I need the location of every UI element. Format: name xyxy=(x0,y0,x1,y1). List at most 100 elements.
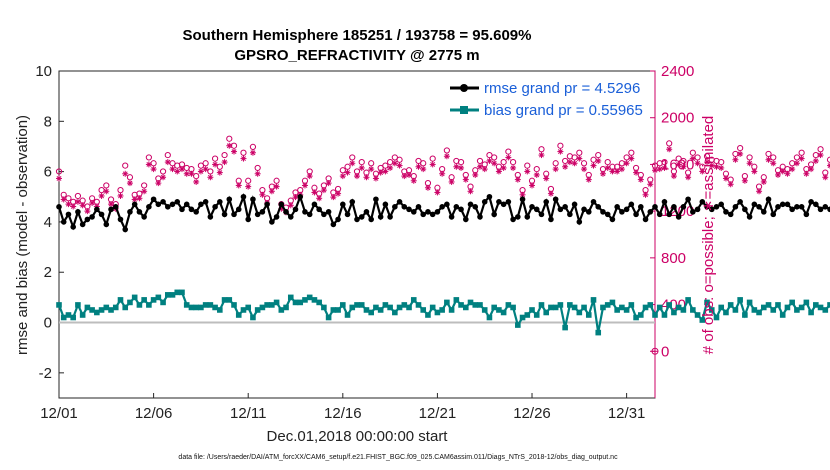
bias-point xyxy=(358,302,365,308)
rmse-point xyxy=(505,199,512,205)
rmse-point xyxy=(708,206,715,213)
bias-point xyxy=(798,304,805,311)
bias-point xyxy=(94,309,100,316)
possible-obs-point xyxy=(415,157,422,165)
assimilated-obs-point xyxy=(387,164,394,171)
assimilated-obs-point xyxy=(689,155,696,162)
assimilated-obs-point xyxy=(633,169,640,176)
assimilated-obs-point xyxy=(226,142,233,149)
rmse-point xyxy=(278,201,285,208)
assimilated-obs-point xyxy=(571,160,578,167)
assimilated-obs-point xyxy=(647,181,654,188)
bias-point xyxy=(680,307,687,313)
rmse-point xyxy=(429,211,436,218)
possible-obs-point xyxy=(245,177,252,184)
assimilated-obs-point xyxy=(694,160,701,167)
rmse-point xyxy=(609,216,616,223)
possible-obs-point xyxy=(524,162,531,169)
bias-point xyxy=(656,304,663,311)
bias-point xyxy=(699,317,706,323)
possible-obs-point xyxy=(538,146,545,153)
assimilated-obs-point xyxy=(793,160,800,167)
bias-point xyxy=(65,312,72,318)
assimilated-obs-point xyxy=(439,170,446,177)
rmse-point xyxy=(401,204,408,210)
bias-point xyxy=(79,312,86,318)
bias-point xyxy=(623,307,630,313)
bias-point xyxy=(481,307,488,313)
rmse-point xyxy=(84,216,91,223)
assimilated-obs-point xyxy=(609,168,616,175)
assimilated-obs-point xyxy=(231,148,238,155)
rmse-point xyxy=(150,196,157,203)
bias-point xyxy=(316,299,322,306)
bias-point xyxy=(789,299,795,306)
bias-point xyxy=(713,314,720,321)
rmse-point xyxy=(358,214,365,220)
rmse-point xyxy=(751,201,758,208)
rmse-point xyxy=(103,221,110,228)
bias-point xyxy=(392,309,398,316)
bias-point xyxy=(718,304,725,311)
possible-obs-point xyxy=(197,162,205,169)
rmse-point xyxy=(98,211,105,218)
possible-obs-point xyxy=(746,154,753,161)
assimilated-obs-point xyxy=(188,170,195,177)
bias-point xyxy=(600,304,606,311)
bias-point xyxy=(548,304,554,311)
rmse-point xyxy=(406,206,412,213)
assimilated-obs-point xyxy=(287,202,294,209)
rmse-point xyxy=(538,211,545,218)
rmse-point xyxy=(240,193,247,200)
assimilated-obs-point xyxy=(500,164,507,171)
rmse-point xyxy=(306,211,313,218)
rmse-point xyxy=(235,206,242,213)
possible-obs-point xyxy=(793,154,801,161)
assimilated-obs-point xyxy=(595,157,602,164)
rmse-point xyxy=(661,199,668,205)
rmse-point xyxy=(245,216,252,223)
bias-point xyxy=(373,304,379,311)
rmse-point xyxy=(89,214,95,220)
rmse-point xyxy=(827,206,830,213)
assimilated-obs-point xyxy=(150,166,157,173)
rmse-point xyxy=(808,199,814,205)
assimilated-obs-point xyxy=(666,146,673,153)
bias-point xyxy=(633,314,639,321)
assimilated-obs-point xyxy=(235,182,242,189)
rmse-point xyxy=(472,204,479,210)
x-axis-label: Dec.01,2018 00:00:00 start xyxy=(267,428,449,445)
bias-point xyxy=(671,309,677,316)
assimilated-obs-point xyxy=(56,175,62,182)
rmse-point xyxy=(491,211,497,218)
possible-obs-point xyxy=(576,149,583,156)
rmse-point xyxy=(212,204,218,210)
rmse-point xyxy=(94,206,100,213)
assimilated-obs-point xyxy=(812,157,819,164)
bias-point xyxy=(647,302,654,308)
bias-point xyxy=(425,312,431,318)
rmse-point xyxy=(552,196,559,203)
assimilated-obs-point xyxy=(212,161,219,168)
assimilated-obs-point xyxy=(358,164,365,171)
rmse-point xyxy=(699,199,706,205)
assimilated-obs-point xyxy=(713,163,720,170)
assimilated-obs-point xyxy=(122,170,129,177)
rmse-point xyxy=(675,214,682,220)
bias-point xyxy=(524,312,531,318)
bias-point xyxy=(259,304,266,311)
rmse-point xyxy=(628,201,635,208)
y-axis-label: rmse and bias (model - observation) xyxy=(14,115,31,355)
assimilated-obs-point xyxy=(462,176,469,183)
assimilated-obs-point xyxy=(372,175,379,182)
bias-point xyxy=(661,312,668,318)
assimilated-obs-point xyxy=(675,161,682,168)
bias-point xyxy=(533,312,540,318)
bias-point xyxy=(775,302,781,308)
bias-point xyxy=(321,304,327,311)
possible-obs-point xyxy=(798,149,805,156)
bias-point xyxy=(207,302,214,308)
y-tick-label: 2 xyxy=(44,264,52,281)
assimilated-obs-point xyxy=(581,166,588,173)
assimilated-obs-point xyxy=(301,182,308,189)
